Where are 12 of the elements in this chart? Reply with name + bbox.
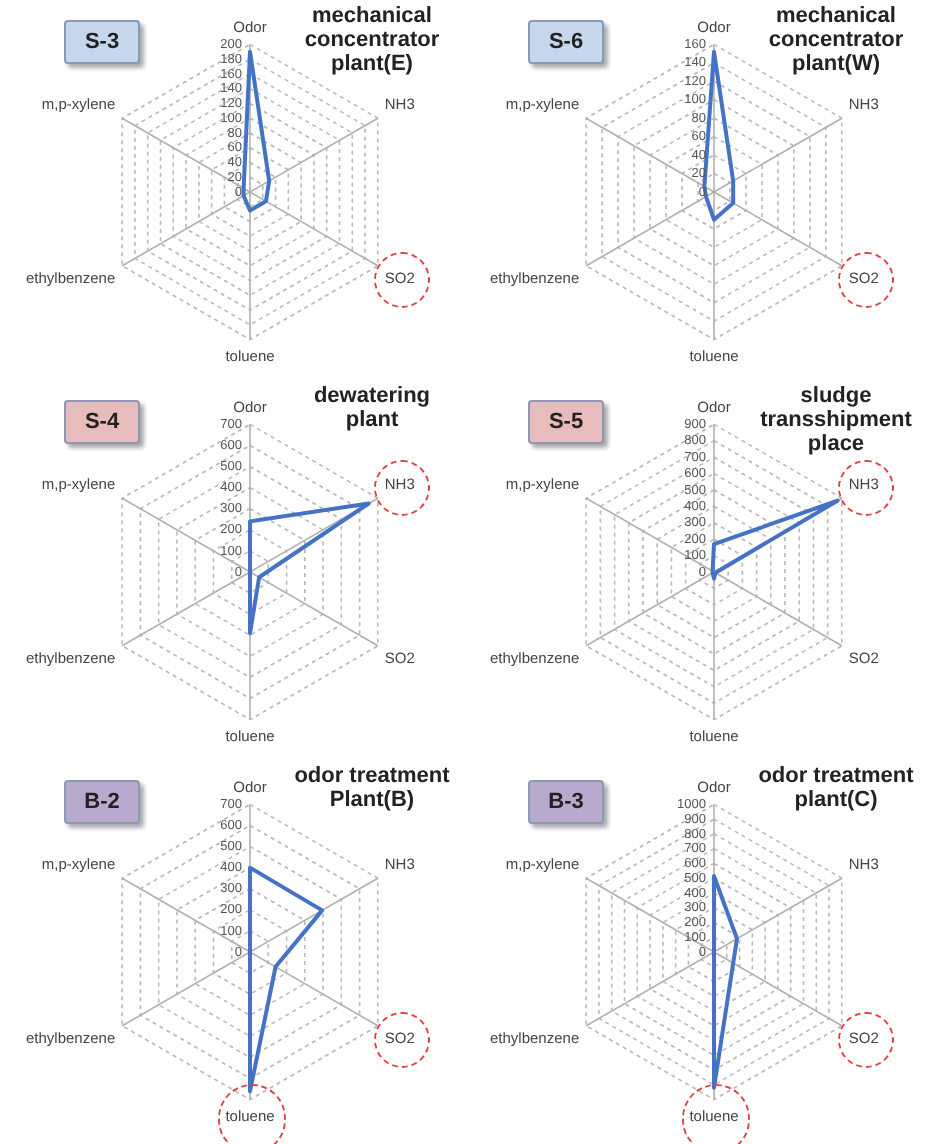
chart-subtitle: S-5 <box>528 400 604 444</box>
chart-title: mechanical concentrator plant(W) <box>766 4 906 76</box>
chart-title: dewatering plant <box>311 384 433 432</box>
chart-subtitle: S-4 <box>64 400 140 444</box>
chart-title: odor treatment plant(C) <box>756 764 916 812</box>
chart-subtitle: S-6 <box>528 20 604 64</box>
chart-subtitle: B-2 <box>64 780 140 824</box>
chart-title: mechanical concentrator plant(E) <box>302 4 442 76</box>
chart-subtitle: S-3 <box>64 20 140 64</box>
chart-title: sludge transshipment place <box>758 384 914 456</box>
chart-subtitle: B-3 <box>528 780 604 824</box>
chart-title: odor treatment Plant(B) <box>292 764 452 812</box>
